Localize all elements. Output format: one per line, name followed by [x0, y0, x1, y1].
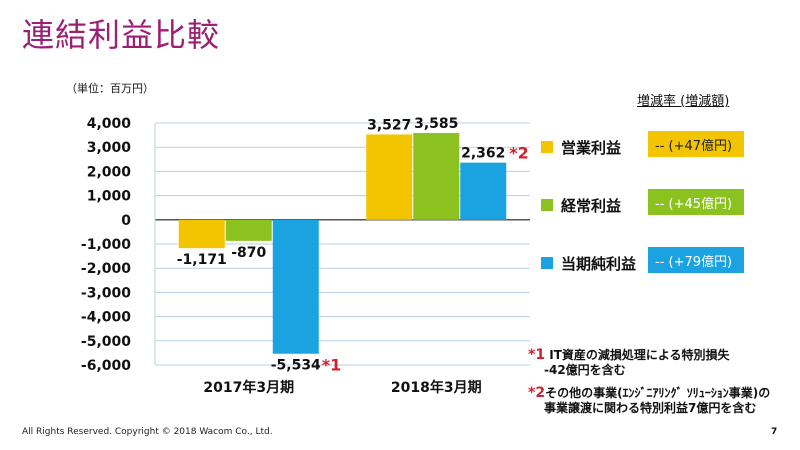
footnote-text: IT資産の減損処理による特別損失	[549, 348, 730, 362]
y-tick-label: -6,000	[81, 358, 131, 374]
legend-row-operating-profit: 営業利益 -- (+47億円)	[541, 131, 744, 159]
page-number: 7	[771, 427, 778, 437]
change-box: -- (+47億円)	[648, 131, 744, 157]
bar	[366, 134, 413, 220]
data-label: -1,171	[177, 252, 227, 268]
footnote-mark: *2	[528, 385, 546, 401]
bar	[413, 133, 460, 220]
footnote-1: *1 IT資産の減損処理による特別損失 -42億円を含む	[528, 348, 730, 378]
data-label: 2,362	[461, 146, 505, 162]
footnote-text: -42億円を含む	[544, 363, 626, 377]
legend-row-net-profit: 当期純利益 -- (+79億円)	[541, 247, 744, 275]
y-tick-label: 0	[121, 213, 131, 229]
profit-bar-chart: 4,000 3,000 2,000 1,000 0 -1,000 -2,000 -3,000 -…	[81, 116, 530, 396]
y-tick-label: -1,000	[81, 237, 131, 253]
bar	[225, 219, 272, 241]
legend-swatch	[541, 257, 553, 269]
y-tick-label: -4,000	[81, 310, 131, 326]
y-tick-label: -3,000	[81, 285, 131, 301]
data-label: -870	[231, 245, 266, 261]
y-tick-label: -5,000	[81, 334, 131, 350]
copyright-footer: All Rights Reserved. Copyright © 2018 Wa…	[22, 427, 273, 437]
footnote-text: 事業譲渡に関わる特別利益7億円を含む	[544, 401, 757, 415]
change-box: -- (+45億円)	[648, 189, 744, 215]
footnote-text: その他の事業(ｴﾝｼﾞﾆｱﾘﾝｸﾞ ｿﾘｭｰｼｮﾝ事業)の	[545, 386, 771, 400]
data-label-footnote-mark: *2	[509, 144, 529, 163]
y-tick-label: 4,000	[87, 116, 132, 132]
legend-label: 経常利益	[561, 196, 622, 215]
y-tick-label: 3,000	[87, 140, 132, 156]
y-tick-label: 2,000	[87, 164, 132, 180]
data-label-footnote-mark: *1	[322, 356, 342, 375]
bar	[178, 219, 225, 249]
x-category-label: 2018年3月期	[391, 379, 482, 396]
unit-label: （単位：百万円）	[66, 82, 154, 95]
x-category-label: 2017年3月期	[203, 379, 294, 396]
legend-swatch	[541, 141, 553, 153]
bar	[460, 162, 507, 220]
y-tick-label: 1,000	[87, 189, 132, 205]
legend-swatch	[541, 199, 553, 211]
y-tick-label: -2,000	[81, 261, 131, 277]
footnote-2: *2その他の事業(ｴﾝｼﾞﾆｱﾘﾝｸﾞ ｿﾘｭｰｼｮﾝ事業)の 事業譲渡に関わる…	[528, 386, 770, 416]
change-box: -- (+79億円)	[648, 247, 744, 273]
data-label: -5,534	[271, 358, 321, 374]
legend-label: 営業利益	[561, 138, 622, 157]
legend-header: 増減率 (増減額)	[637, 94, 730, 109]
page-title: 連結利益比較	[22, 16, 221, 54]
footnote-mark: *1	[528, 347, 546, 363]
bar	[272, 219, 319, 354]
data-label: 3,527	[367, 117, 411, 133]
legend-label: 当期純利益	[561, 254, 637, 273]
legend-row-ordinary-profit: 経常利益 -- (+45億円)	[541, 189, 744, 217]
data-label: 3,585	[414, 116, 458, 132]
